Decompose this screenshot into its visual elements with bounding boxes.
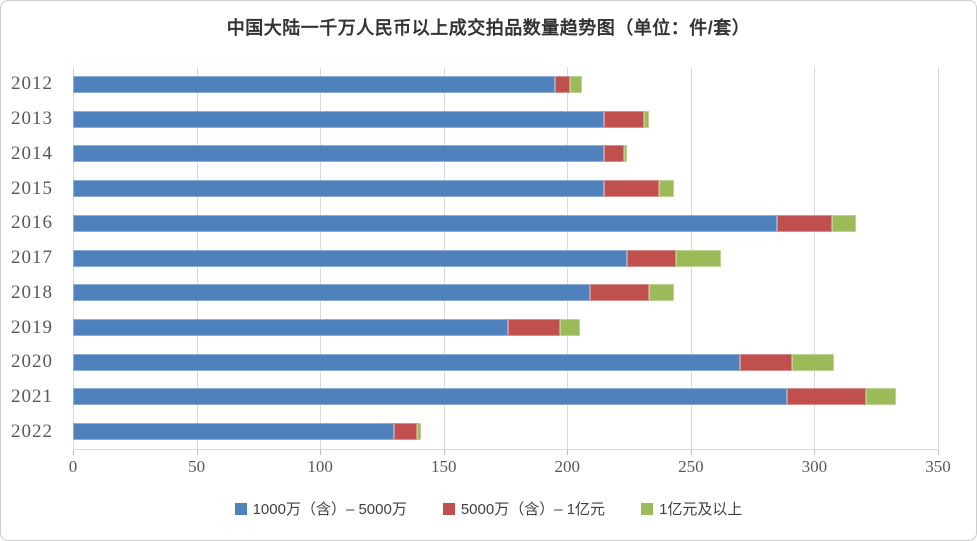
bar-segment [507,319,560,336]
bar-row: 2021 [1,380,938,415]
bar-segment [626,249,677,267]
bar-segment [73,249,627,267]
bar-segment [831,214,857,232]
legend-item-tier1: 1000万（含）– 5000万 [234,498,407,519]
bar-track [73,180,938,198]
bar-track [73,284,938,302]
bar-track [73,249,938,267]
y-axis-category-label: 2018 [11,281,53,303]
bar-track [73,319,938,336]
bar-segment [73,284,590,302]
bar-segment [604,145,625,163]
legend-label: 1000万（含）– 5000万 [252,501,407,518]
y-axis-category-label: 2014 [11,142,53,164]
bar-track [73,75,938,93]
bar-row: 2019 [1,310,938,345]
bar-segment [73,180,605,198]
bar-row: 2018 [1,275,938,310]
axis-tick [73,449,74,455]
bar-segment [554,75,570,93]
x-axis-tick-label: 150 [430,457,457,476]
x-axis-tick-label: 200 [554,457,581,476]
axis-tick [814,449,816,455]
bar-row: 2012 [1,67,938,102]
bar-row: 2020 [1,345,938,380]
bar-segment [648,284,674,302]
x-axis-line [73,449,939,450]
axis-tick [196,449,198,455]
y-axis-category-label: 2017 [11,247,53,269]
legend: 1000万（含）– 5000万 5000万（含）– 1亿元 1亿元及以上 [1,498,976,519]
bar-segment [866,388,896,406]
y-axis-category-label: 2015 [11,177,53,199]
bar-segment [740,353,793,371]
bar-segment [658,180,674,198]
bar-segment [643,110,649,128]
axis-tick [443,449,445,455]
bar-segment [792,353,835,371]
bar-segment [394,423,417,441]
bar-segment [73,75,555,93]
y-axis-category-label: 2019 [11,316,53,338]
gridline [938,67,939,449]
bar-segment [73,388,788,406]
bar-segment [416,423,422,441]
bar-segment [73,145,605,163]
x-axis-tick-label: 350 [925,457,951,476]
bar-row: 2013 [1,102,938,137]
y-axis-category-label: 2021 [11,385,53,407]
legend-item-tier3: 1亿元及以上 [641,498,742,519]
x-axis-tick-label: 50 [188,457,206,476]
bar-row: 2022 [1,414,938,449]
chart-title: 中国大陆一千万人民币以上成交拍品数量趋势图（单位：件/套） [226,18,751,38]
bar-segment [777,214,832,232]
y-axis-category-label: 2016 [11,212,53,234]
bar-row: 2017 [1,241,938,276]
x-axis-labels: 0 50 100 150 200 250 300 350 [69,457,951,479]
legend-marker-red-icon [442,502,455,515]
x-axis-tick-label: 300 [801,457,828,476]
bar-segment [787,388,867,406]
y-axis-category-label: 2012 [11,73,53,95]
bar-segment [559,319,580,336]
bar-segment [569,75,583,93]
gridline [814,67,816,449]
legend-label: 5000万（含）– 1亿元 [460,501,606,518]
bars-container: 2012 2013 2014 2015 2016 2017 2018 2019 2020 2021… [1,67,938,449]
axis-tick [567,449,569,455]
bar-row: 2016 [1,206,938,241]
bar-segment [73,319,508,336]
bar-track [73,110,938,128]
bar-track [73,423,938,441]
axis-tick [320,449,322,455]
bar-track [73,388,938,406]
x-axis-tick-label: 250 [678,457,704,476]
legend-marker-blue-icon [234,502,247,515]
legend-label: 1亿元及以上 [659,501,743,518]
bar-segment [73,423,395,441]
x-axis-tick-label: 100 [307,457,333,476]
bar-segment [73,110,605,128]
x-axis-tick-label: 0 [68,457,78,476]
bar-track [73,145,938,163]
bar-segment [604,110,644,128]
bar-track [73,214,938,232]
bar-row: 2014 [1,136,938,171]
y-axis-category-label: 2022 [11,420,53,442]
axis-tick [690,449,692,455]
bar-segment [624,145,627,163]
y-axis-category-label: 2013 [11,108,53,130]
bar-segment [604,180,659,198]
bar-segment [676,249,721,267]
bar-segment [73,353,741,371]
y-axis-category-label: 2020 [11,351,53,373]
legend-marker-green-icon [641,502,654,515]
bar-row: 2015 [1,171,938,206]
axis-tick [938,449,939,455]
legend-item-tier2: 5000万（含）– 1亿元 [442,498,606,519]
bar-segment [589,284,649,302]
bar-track [73,353,938,371]
bar-segment [73,214,778,232]
